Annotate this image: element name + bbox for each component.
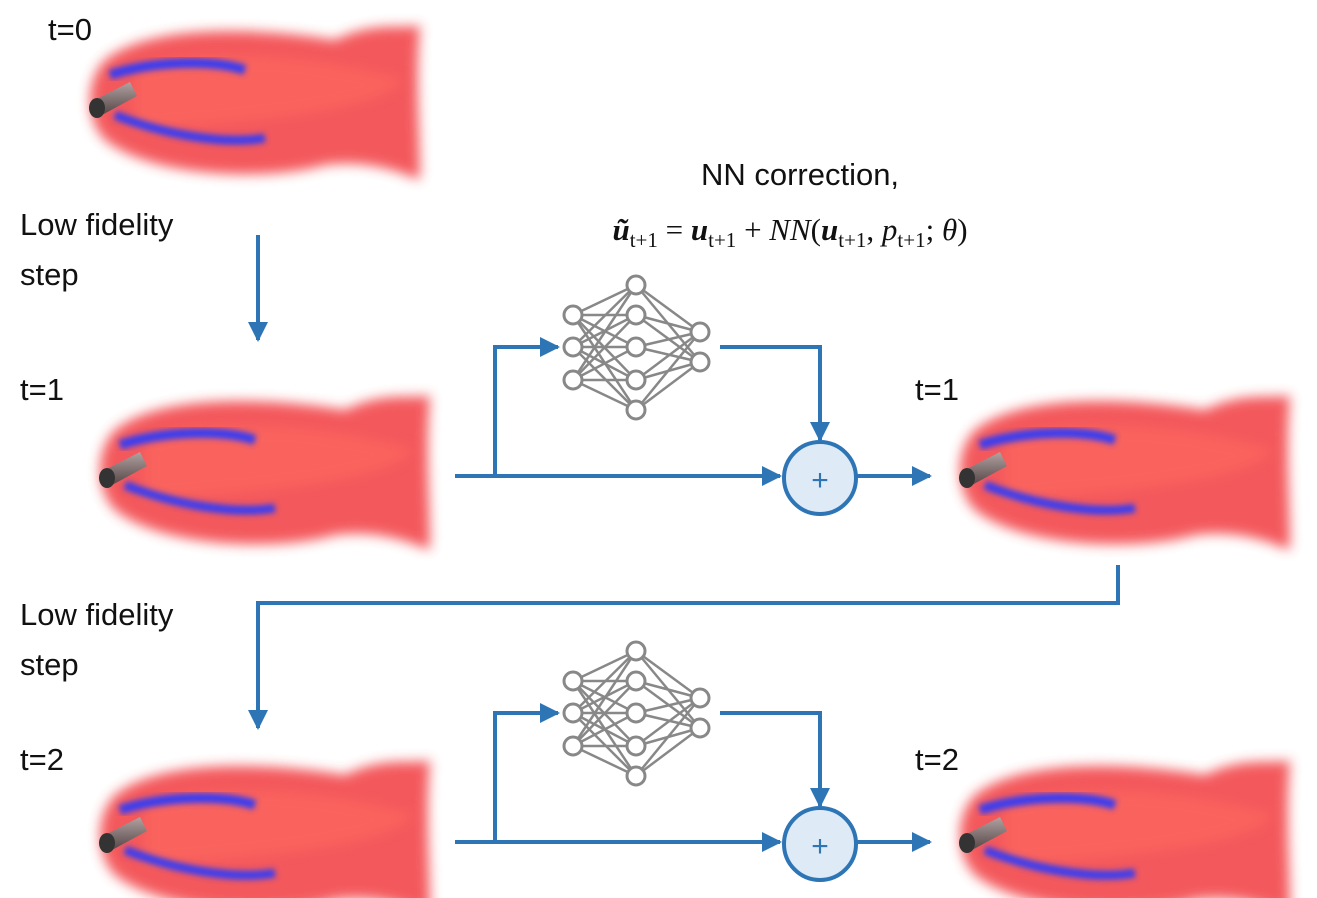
sum-symbol: + [811,464,829,497]
step-label: step [20,257,79,292]
flow-snapshot [959,395,1290,550]
time-label: t=0 [48,12,92,47]
flow-snapshot [959,760,1290,898]
equation-part: ) [957,212,967,247]
equation-part: t+1 [838,228,866,252]
equation-part: , [866,212,882,247]
time-label: t=2 [20,742,64,777]
equation-part: NN [768,212,813,247]
equation-part: = [658,212,691,247]
nn-node [627,401,645,419]
time-label: t=1 [20,372,64,407]
arrow [720,347,820,440]
nn-node [627,306,645,324]
nn-node [627,642,645,660]
time-label: t=1 [915,372,959,407]
correction-block: + [455,642,930,880]
arrow [720,713,820,806]
equation-part: t+1 [708,228,736,252]
equation-part: ; [926,212,942,247]
nn-node [564,704,582,722]
nn-node [564,338,582,356]
nn-node [691,719,709,737]
arrow [495,347,558,476]
nn-node [691,353,709,371]
arrow [495,713,558,842]
step-label: Low fidelity [20,597,174,632]
step-label: step [20,647,79,682]
equation-part: t+1 [630,228,658,252]
nn-title: NN correction, [701,157,899,192]
nn-node [627,704,645,722]
nn-node [627,276,645,294]
equation-part: ( [811,212,821,247]
nn-node [627,672,645,690]
flow-snapshot [89,25,420,180]
nn-node [564,672,582,690]
time-label: t=2 [915,742,959,777]
nn-node [627,767,645,785]
equation-part: u [691,212,708,247]
arrow [258,565,1118,728]
nn-node [691,689,709,707]
diagram: t=0 Low fidelity step t=1 t=1 Low fideli… [0,0,1317,898]
nn-node [691,323,709,341]
sum-symbol: + [811,830,829,863]
equation-part: θ [942,212,957,247]
equation-part: ũ [612,212,629,247]
equation-part: + [736,212,769,247]
nn-node [627,737,645,755]
equation-part: u [821,212,838,247]
step-label: Low fidelity [20,207,174,242]
equation-part: t+1 [897,228,925,252]
nn-node [627,371,645,389]
equation: ũt+1 = ut+1 + NN(ut+1, pt+1; θ) [612,212,967,252]
nn-node [564,371,582,389]
nn-node [564,737,582,755]
flow-snapshot [99,760,430,898]
nn-node [627,338,645,356]
equation-part: p [880,212,898,247]
nn-node [564,306,582,324]
correction-block: + [455,276,930,514]
flow-snapshot [99,395,430,550]
